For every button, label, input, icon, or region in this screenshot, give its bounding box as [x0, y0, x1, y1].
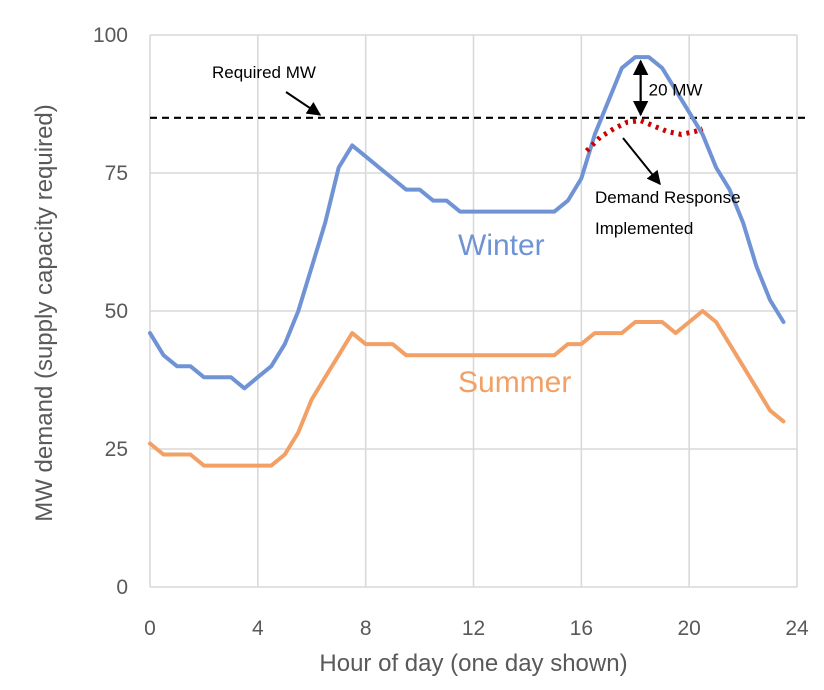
y-tick-label-25: 25	[105, 438, 128, 461]
x-axis-title: Hour of day (one day shown)	[319, 650, 627, 677]
y-axis-title: MW demand (supply capacity required)	[31, 104, 58, 522]
y-tick-label-0: 0	[116, 576, 128, 599]
x-tick-label-4: 4	[252, 617, 264, 640]
x-tick-label-24: 24	[785, 617, 809, 640]
demand-response-label-line1: Demand Response	[595, 188, 741, 207]
grid	[149, 34, 798, 588]
demand-response-implemented-line	[584, 118, 704, 153]
annotations: Required MW 20 MW Demand Response Implem…	[212, 59, 741, 399]
summer-series-label: Summer	[458, 366, 571, 399]
y-tick-label-75: 75	[105, 162, 128, 185]
required-mw-label: Required MW	[212, 63, 316, 82]
y-tick-label-100: 100	[93, 24, 128, 47]
axes: 0 4 8 12 16 20 24 0 25 50 75 100 Hour of day (one da…	[31, 24, 809, 677]
demand-response-arrow	[622, 137, 661, 186]
demand-response-label-line2: Implemented	[595, 219, 693, 238]
winter-series-label: Winter	[458, 229, 545, 262]
y-tick-label-50: 50	[105, 300, 128, 323]
winter-line	[148, 55, 786, 391]
series	[148, 55, 805, 468]
summer-line	[148, 309, 786, 468]
x-tick-label-20: 20	[677, 617, 700, 640]
required-mw-arrow	[285, 91, 322, 116]
x-tick-label-8: 8	[360, 617, 372, 640]
x-tick-label-16: 16	[570, 617, 593, 640]
delta-label: 20 MW	[649, 80, 703, 99]
x-tick-label-0: 0	[144, 617, 156, 640]
x-tick-label-12: 12	[462, 617, 485, 640]
